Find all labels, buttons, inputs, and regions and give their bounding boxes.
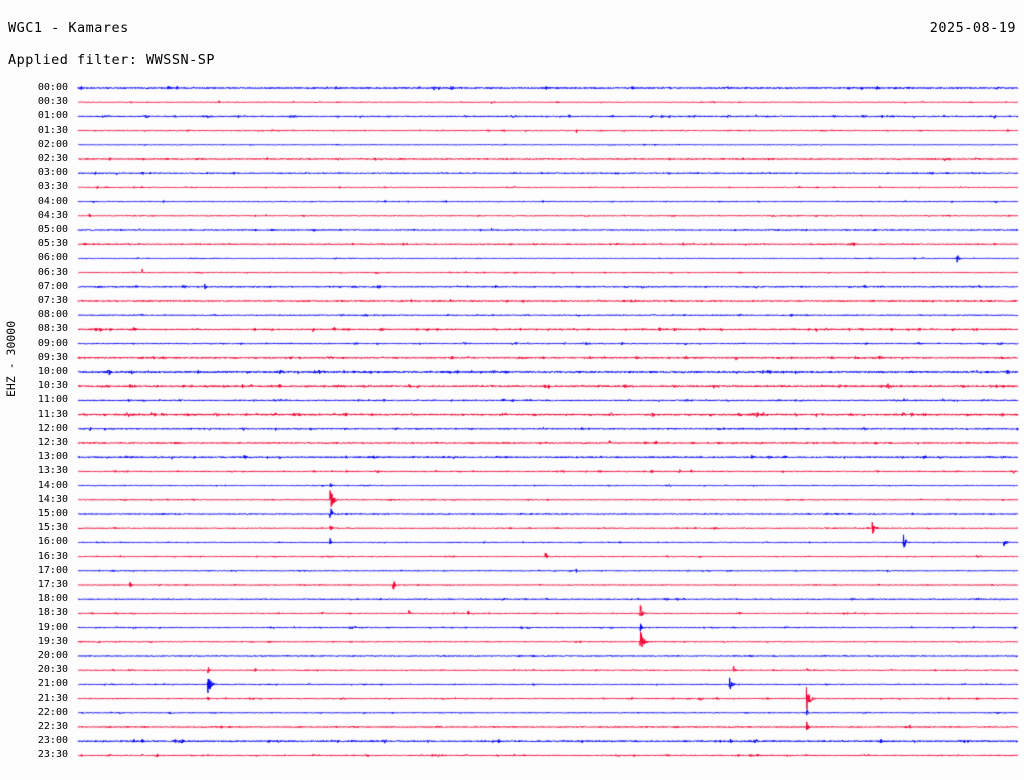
- time-label: 11:30: [37, 408, 68, 420]
- applied-filter-label: Applied filter: WWSSN-SP: [8, 52, 216, 68]
- seismic-trace-canvas: [0, 80, 1024, 770]
- time-label: 23:30: [37, 749, 68, 761]
- time-label: 20:30: [37, 664, 68, 676]
- time-label: 16:00: [37, 536, 68, 548]
- time-label: 02:30: [37, 153, 68, 164]
- time-label: 10:00: [37, 366, 68, 377]
- time-label: 10:30: [37, 380, 68, 392]
- time-label: 07:00: [37, 280, 68, 292]
- time-label: 05:00: [37, 224, 68, 235]
- time-label: 00:30: [37, 96, 68, 108]
- time-label: 19:00: [37, 621, 68, 633]
- time-label: 05:30: [37, 238, 68, 250]
- time-label: 06:00: [37, 252, 68, 264]
- time-label: 01:30: [37, 124, 68, 136]
- time-label: 12:30: [37, 437, 68, 448]
- time-label: 00:00: [37, 82, 68, 93]
- station-title: WGC1 - Kamares: [8, 20, 129, 36]
- time-label: 21:00: [37, 678, 68, 690]
- time-label: 22:00: [37, 706, 68, 718]
- time-label: 15:30: [37, 522, 68, 534]
- time-label: 03:00: [37, 167, 68, 179]
- record-date: 2025-08-19: [929, 20, 1016, 36]
- time-label: 23:00: [37, 735, 68, 747]
- time-label: 06:30: [37, 266, 68, 278]
- time-label: 02:00: [37, 138, 68, 150]
- time-label: 03:30: [37, 181, 68, 193]
- helicorder-plot: 00:00 00:30 01:00 01:30 02:00 02:30 03:00 03:30…: [0, 80, 1024, 770]
- time-label: 08:00: [37, 309, 68, 321]
- time-label: 14:00: [37, 479, 68, 491]
- time-label: 13:00: [37, 451, 68, 463]
- time-label: 13:30: [37, 465, 68, 477]
- time-label: 14:30: [37, 493, 68, 505]
- time-label: 04:00: [37, 195, 68, 207]
- time-label: 18:30: [37, 607, 68, 619]
- time-label: 19:30: [37, 635, 68, 647]
- time-label: 04:30: [37, 209, 68, 221]
- time-label: 07:30: [37, 295, 68, 306]
- time-label: 08:30: [37, 323, 68, 335]
- time-label: 15:00: [37, 508, 68, 519]
- time-label: 11:00: [37, 394, 68, 406]
- time-label: 21:30: [37, 692, 68, 704]
- time-label: 18:00: [37, 593, 68, 605]
- time-label: 09:30: [37, 351, 68, 363]
- time-label: 01:00: [37, 110, 68, 122]
- time-label: 20:00: [37, 650, 68, 661]
- time-label: 17:30: [37, 579, 68, 590]
- time-label: 16:30: [37, 550, 68, 562]
- time-label: 22:30: [37, 721, 68, 732]
- time-label: 17:00: [37, 564, 68, 576]
- time-label: 12:00: [37, 422, 68, 434]
- time-label: 09:00: [37, 337, 68, 349]
